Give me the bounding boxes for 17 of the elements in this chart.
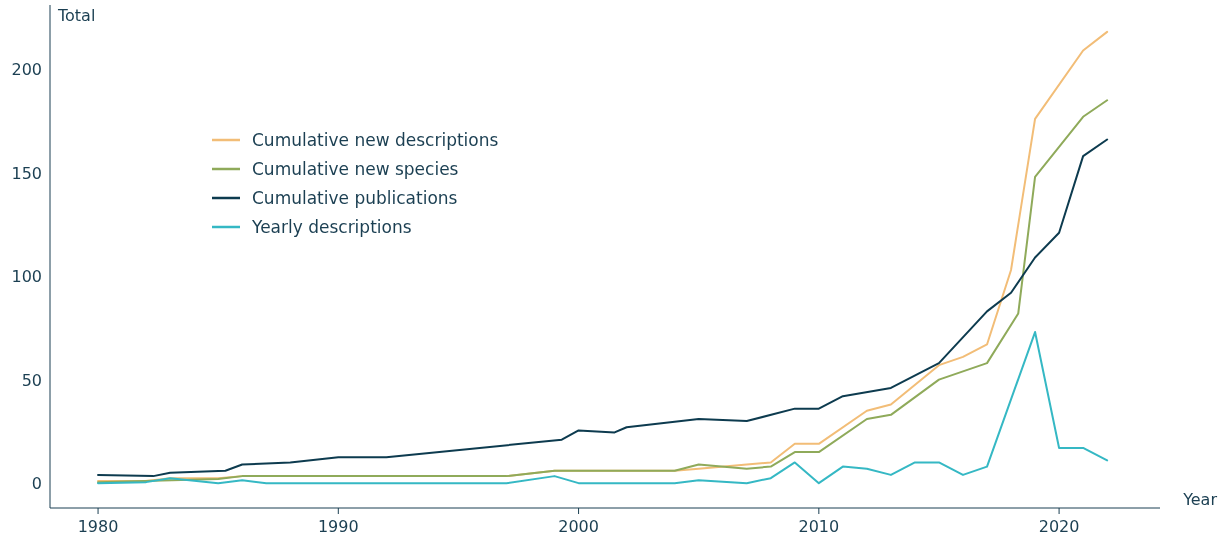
x-axis-title: Year: [1182, 490, 1218, 509]
x-tick-label: 2010: [798, 517, 840, 536]
line-series: [97, 331, 1109, 485]
legend-label: Cumulative new descriptions: [252, 130, 499, 150]
legend-label: Cumulative new species: [252, 159, 459, 179]
x-tick-label: 1980: [77, 517, 119, 536]
legend-label: Cumulative publications: [252, 188, 458, 208]
y-tick-label: 200: [11, 60, 42, 80]
y-axis-title: Total: [57, 6, 96, 25]
y-tick-label: 0: [31, 474, 42, 494]
legend-label: Yearly descriptions: [251, 217, 412, 237]
x-tick-label: 2000: [558, 517, 599, 536]
x-tick-label: 2020: [1038, 517, 1080, 536]
y-tick-label: 150: [11, 163, 42, 183]
y-tick-label: 100: [11, 267, 42, 287]
x-tick-label: 1990: [317, 517, 359, 536]
y-tick-label: 50: [21, 370, 42, 390]
